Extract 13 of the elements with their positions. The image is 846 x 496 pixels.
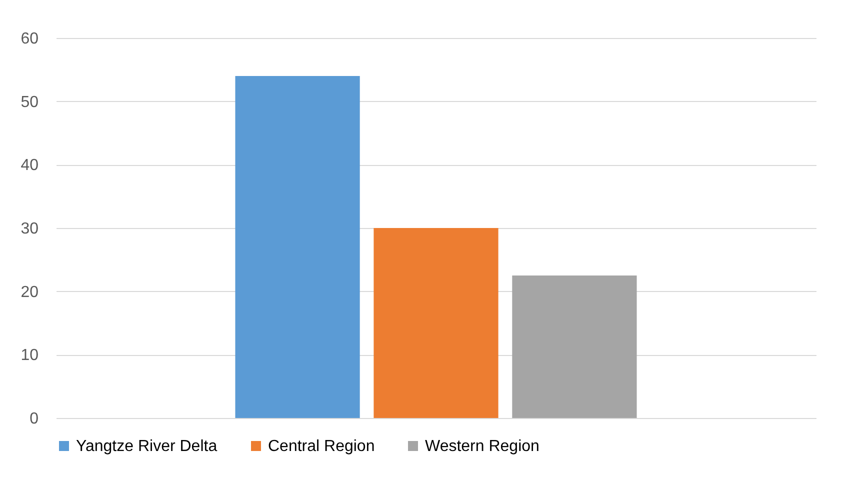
bar [374,228,498,418]
legend-label: Central Region [268,438,375,455]
y-tick-label: 20 [20,284,39,301]
y-tick-label: 60 [20,30,39,48]
y-tick-label: 0 [30,410,39,428]
bar [512,276,637,418]
y-tick-label: 50 [20,94,39,111]
legend-label: Yangtze River Delta [76,438,218,455]
bar [235,76,360,418]
legend-label: Western Region [425,438,540,455]
y-tick-label: 10 [20,347,39,364]
y-tick-label: 40 [20,157,39,174]
y-tick-label: 30 [20,220,39,238]
